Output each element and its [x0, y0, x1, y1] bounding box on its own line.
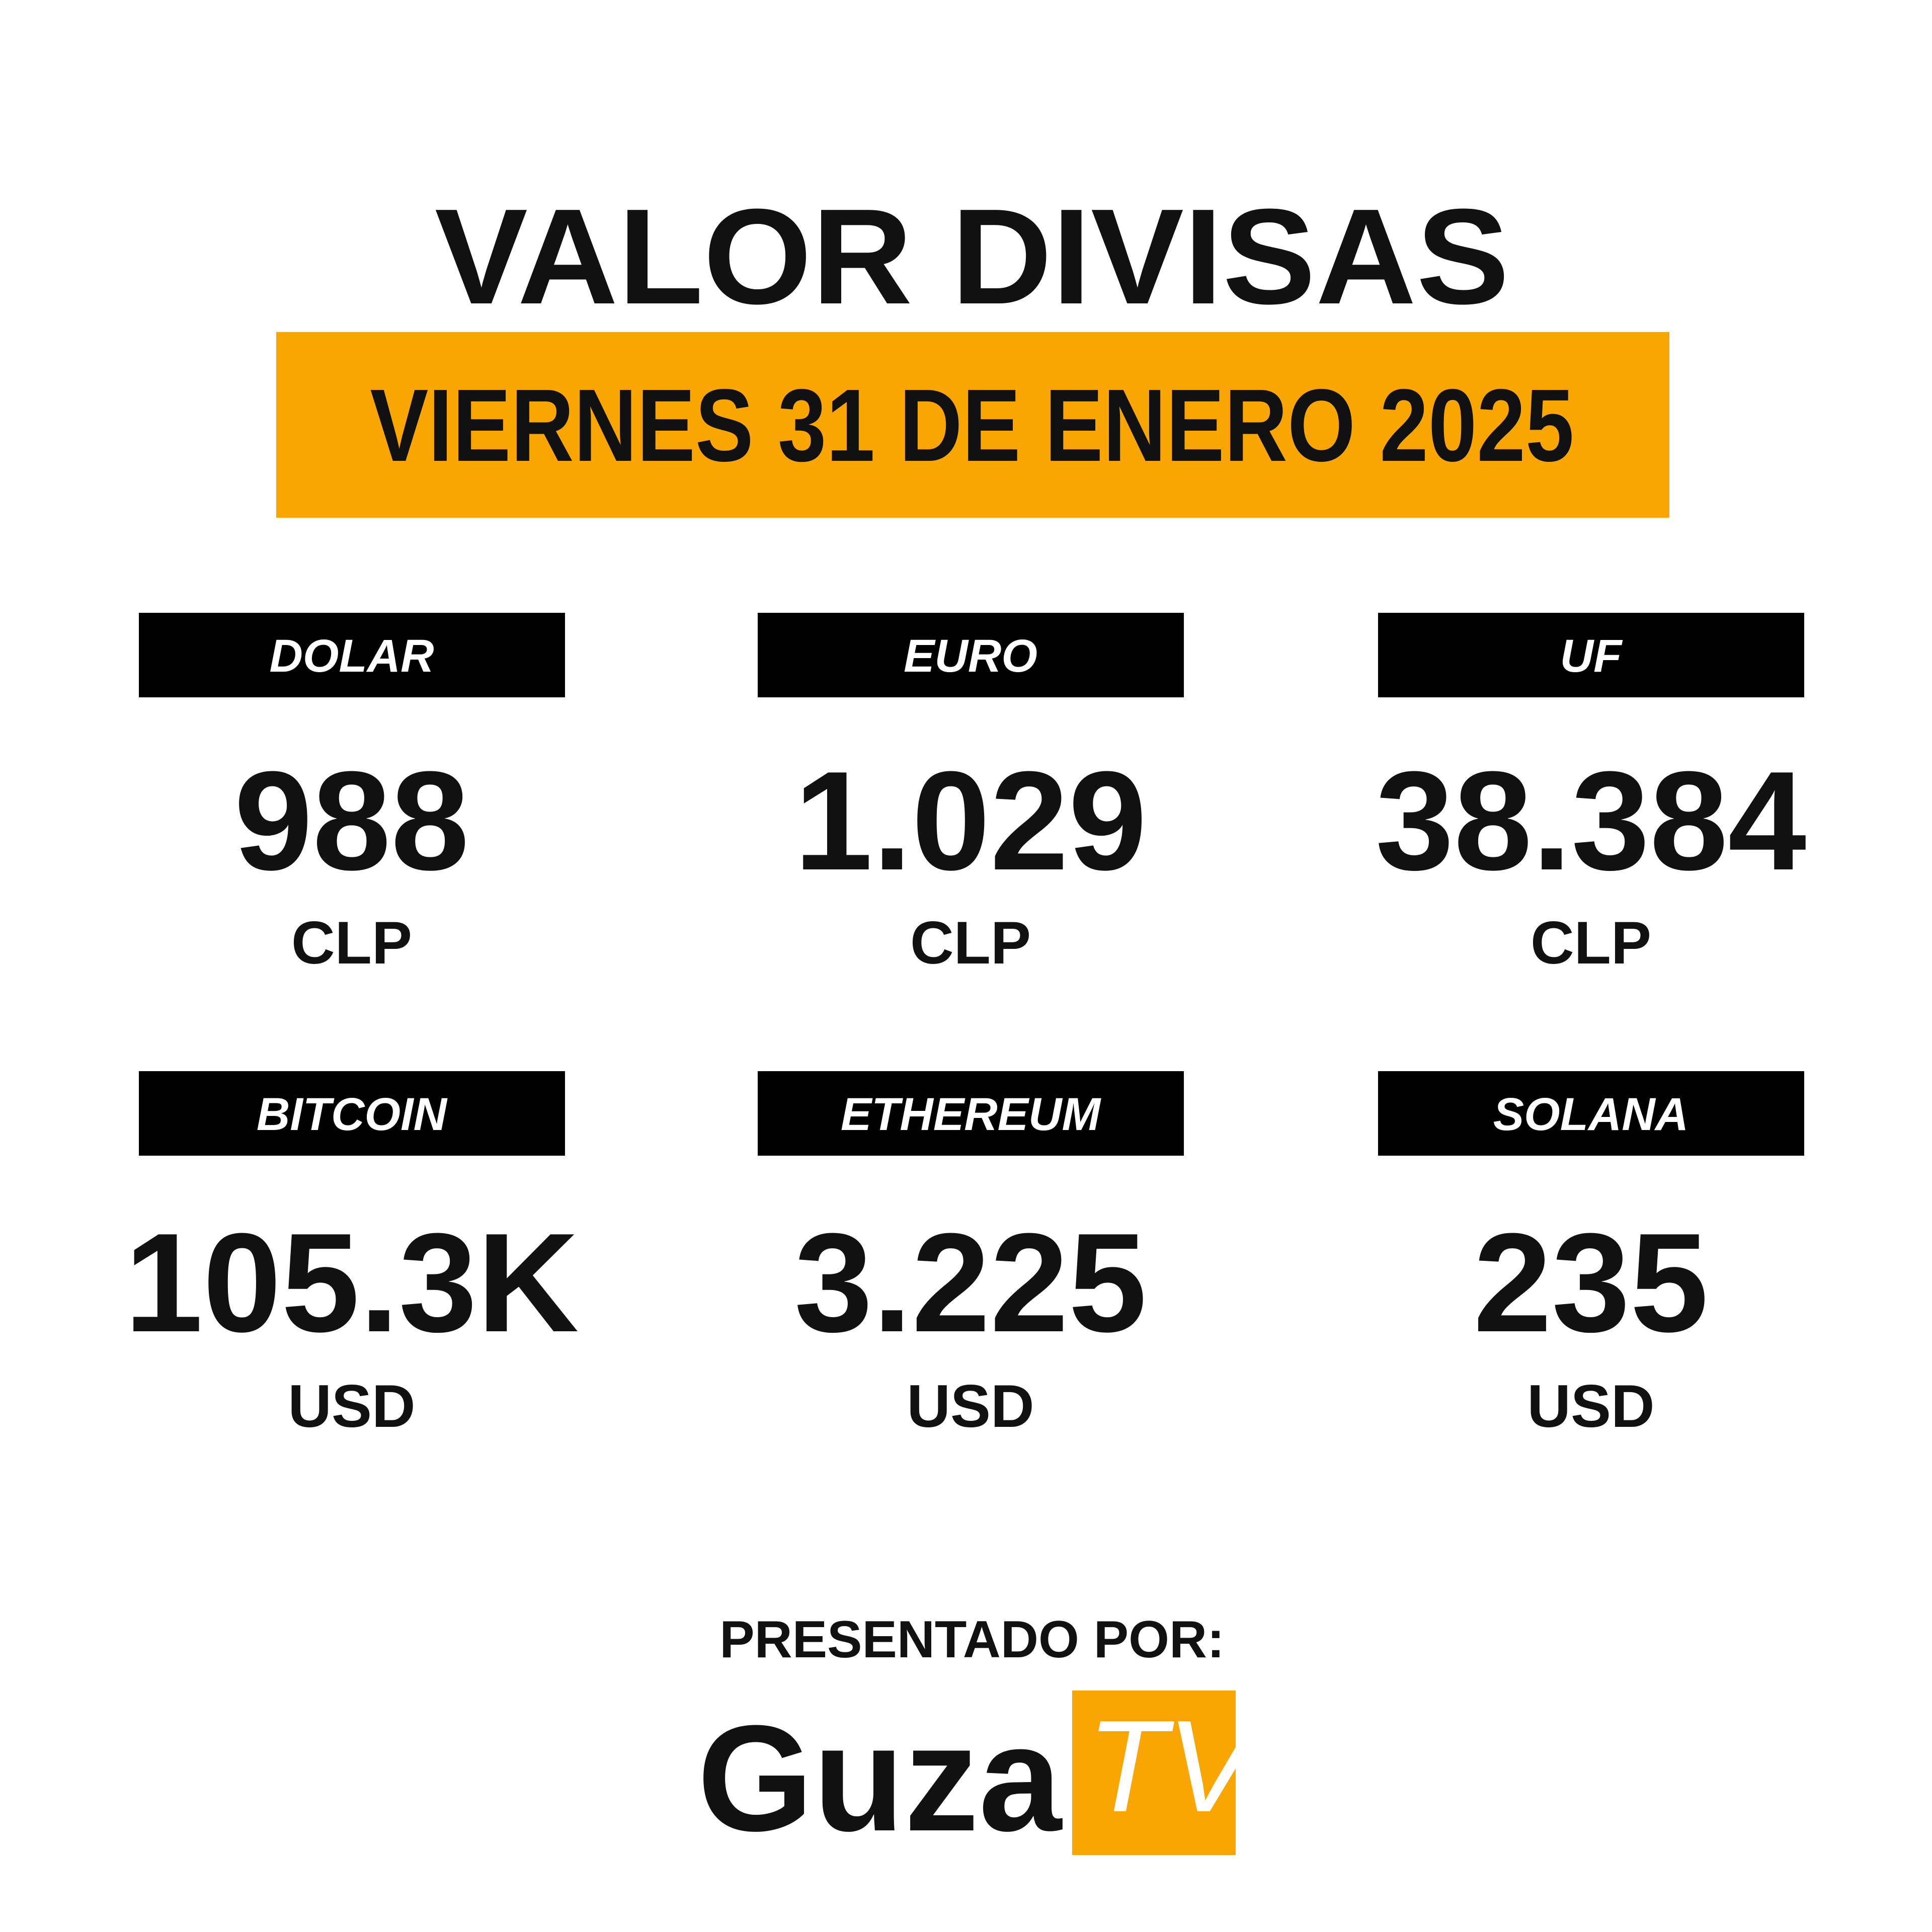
- currency-name: BITCOIN: [257, 1089, 448, 1140]
- label-box: [758, 613, 1184, 697]
- currency-name: DOLAR: [269, 630, 434, 682]
- brand-logo: Guza: [697, 1694, 1063, 1863]
- currency-name: ETHEREUM: [841, 1089, 1102, 1140]
- currency-value: 235: [1473, 1204, 1708, 1361]
- date-banner: [276, 332, 1669, 518]
- brand-logo-box: [1072, 1691, 1236, 1855]
- currency-unit: CLP: [291, 909, 412, 977]
- currency-unit: CLP: [910, 909, 1031, 977]
- currency-unit: USD: [1527, 1373, 1654, 1440]
- currency-value: 1.029: [794, 743, 1147, 900]
- currency-unit: USD: [907, 1373, 1034, 1440]
- currency-name: SOLANA: [1493, 1089, 1688, 1140]
- currency-grid: DOLAR 988 CLP EURO 1.029 CLP UF 38.384 CLP BITCOI…: [125, 613, 1807, 1440]
- currency-name: EURO: [904, 630, 1037, 682]
- label-box: [139, 613, 565, 697]
- label-box: [139, 1071, 565, 1156]
- currency-name: UF: [1560, 630, 1623, 682]
- label-box: [1378, 1071, 1804, 1156]
- currency-value: 105.3K: [125, 1204, 579, 1361]
- presented-by: PRESENTADO POR:: [719, 1611, 1225, 1669]
- brand-logo-tv: TV: [1087, 1694, 1265, 1839]
- currency-unit: USD: [288, 1373, 415, 1440]
- date: VIERNES 31 DE ENERO 2025: [370, 368, 1574, 483]
- currency-value: 3.225: [794, 1204, 1147, 1361]
- currency-value: 988: [234, 743, 469, 900]
- currency-unit: CLP: [1531, 909, 1651, 977]
- title: VALOR DIVISAS: [435, 181, 1509, 333]
- currency-value: 38.384: [1376, 743, 1807, 900]
- label-box: [758, 1071, 1184, 1156]
- label-box: [1378, 613, 1804, 697]
